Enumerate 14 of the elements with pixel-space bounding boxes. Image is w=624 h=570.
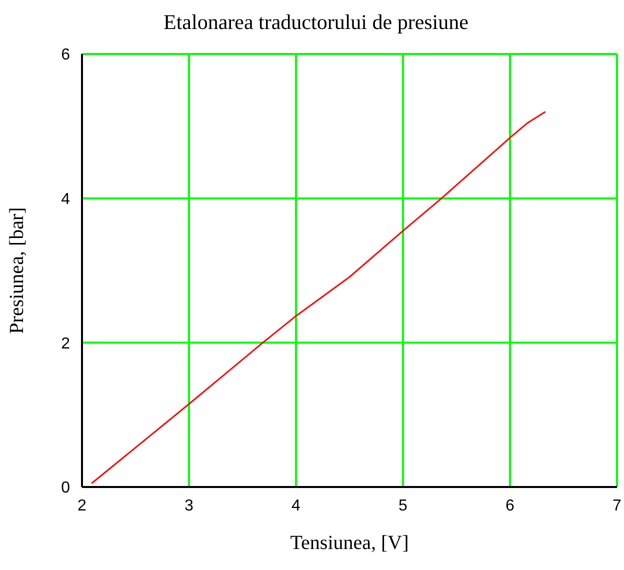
chart-title: Etalonarea traductorului de presiune — [162, 10, 470, 35]
y-axis-title: Presiunea, [bar] — [6, 207, 28, 334]
y-tick-label: 0 — [61, 480, 70, 497]
x-axis-title: Tensiunea, [V] — [290, 532, 409, 554]
y-tick-label: 6 — [61, 46, 70, 64]
x-tick-label: 2 — [78, 497, 87, 514]
line-series — [90, 110, 546, 484]
x-tick-label: 3 — [184, 497, 194, 514]
y-tick-label: 4 — [61, 191, 70, 208]
y-tick-label: 2 — [61, 335, 70, 352]
x-tick-label: 6 — [506, 497, 515, 514]
x-tick-label: 4 — [292, 497, 301, 514]
x-tick-label: 7 — [612, 497, 622, 514]
x-tick-label: 5 — [398, 497, 408, 514]
